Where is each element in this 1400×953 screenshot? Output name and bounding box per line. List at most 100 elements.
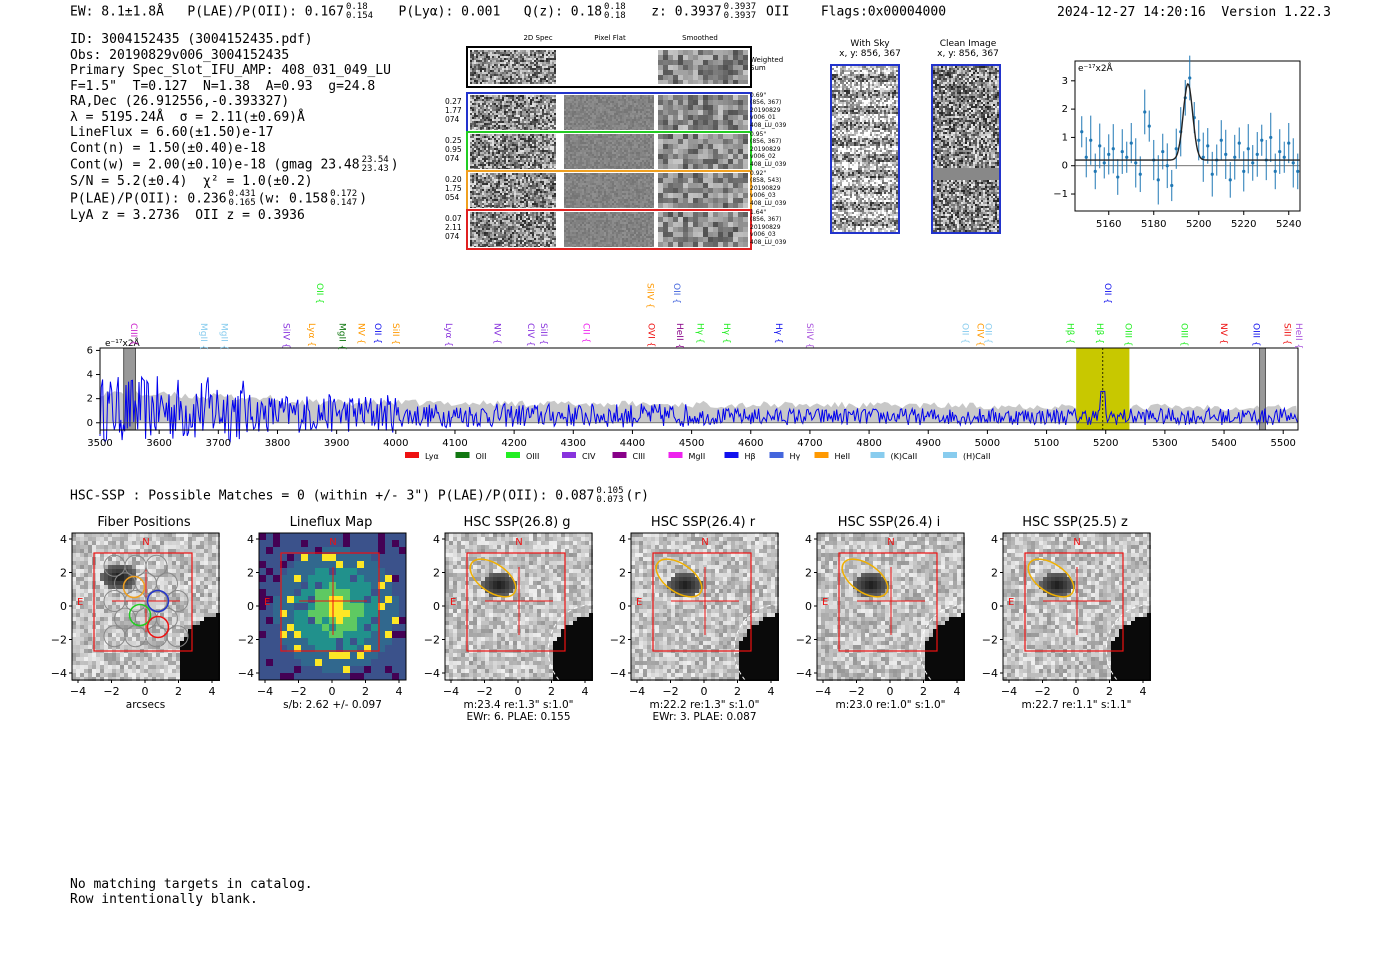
- image-pixel: [208, 605, 212, 609]
- image-pixel: [755, 569, 759, 573]
- image-pixel: [100, 557, 104, 561]
- spectrum-line-label: OII {: [671, 283, 681, 304]
- flux-pixel: [280, 533, 287, 540]
- image-pixel: [184, 621, 188, 625]
- image-pixel: [148, 553, 152, 557]
- image-pixel: [184, 629, 188, 633]
- image-pixel: [216, 677, 220, 681]
- image-pixel: [739, 645, 743, 649]
- flux-pixel: [315, 589, 322, 596]
- image-pixel: [739, 609, 743, 613]
- image-pixel: [711, 641, 715, 645]
- image-pixel: [104, 565, 108, 569]
- image-pixel: [76, 637, 80, 641]
- image-pixel: [469, 585, 473, 589]
- image-pixel: [687, 593, 691, 597]
- image-pixel: [695, 549, 699, 553]
- image-pixel: [453, 653, 457, 657]
- image-pixel: [679, 665, 683, 669]
- image-pixel: [731, 617, 735, 621]
- image-pixel: [204, 537, 208, 541]
- image-pixel: [212, 657, 216, 661]
- image-pixel: [723, 673, 727, 677]
- image-pixel: [739, 585, 743, 589]
- image-pixel: [771, 625, 775, 629]
- image-pixel: [759, 657, 763, 661]
- image-pixel: [581, 565, 585, 569]
- image-pixel: [771, 669, 775, 673]
- flux-pixel: [280, 554, 287, 561]
- image-pixel: [743, 609, 747, 613]
- image-pixel: [196, 533, 200, 537]
- image-pixel: [585, 581, 589, 585]
- image-pixel: [192, 537, 196, 541]
- image-pixel: [569, 565, 573, 569]
- image-pixel: [184, 573, 188, 577]
- image-pixel: [132, 661, 136, 665]
- image-pixel: [88, 649, 92, 653]
- image-pixel: [140, 633, 144, 637]
- image-pixel: [703, 561, 707, 565]
- image-pixel: [108, 637, 112, 641]
- flux-pixel: [350, 547, 357, 554]
- image-pixel: [529, 645, 533, 649]
- image-pixel: [112, 601, 116, 605]
- image-pixel: [667, 613, 671, 617]
- image-pixel: [509, 613, 513, 617]
- image-pixel: [553, 533, 557, 537]
- image-pixel: [208, 665, 212, 669]
- image-pixel: [771, 609, 775, 613]
- image-pixel: [172, 585, 176, 589]
- image-pixel: [635, 561, 639, 565]
- cutout-grid: 2D Spec Pixel Flat Smoothed Weighted Sum…: [440, 32, 1001, 257]
- flux-pixel: [343, 652, 350, 659]
- fiber-highlight: [146, 589, 170, 613]
- image-pixel: [168, 637, 172, 641]
- image-pixel: [581, 549, 585, 553]
- image-pixel: [557, 641, 561, 645]
- flux-pixel: [385, 624, 392, 631]
- image-pixel: [96, 593, 100, 597]
- fit-data-point: [1116, 175, 1120, 179]
- image-pixel: [469, 565, 473, 569]
- image-pixel: [172, 537, 176, 541]
- image-pixel: [581, 637, 585, 641]
- image-pixel: [525, 589, 529, 593]
- image-pixel: [501, 533, 505, 537]
- image-pixel: [695, 561, 699, 565]
- image-pixel: [561, 609, 565, 613]
- image-pixel: [577, 665, 581, 669]
- image-pixel: [168, 613, 172, 617]
- image-pixel: [96, 545, 100, 549]
- image-pixel: [639, 629, 643, 633]
- hsc-y-tick-label: −2: [238, 634, 254, 647]
- image-pixel: [132, 537, 136, 541]
- image-pixel: [635, 589, 639, 593]
- image-pixel: [687, 641, 691, 645]
- image-pixel: [639, 609, 643, 613]
- flux-pixel: [280, 631, 287, 638]
- image-pixel: [108, 581, 112, 585]
- image-pixel: [461, 597, 465, 601]
- flux-pixel: [364, 624, 371, 631]
- image-pixel: [449, 573, 453, 577]
- image-pixel: [453, 669, 457, 673]
- flux-pixel: [350, 561, 357, 568]
- flux-pixel: [287, 603, 294, 610]
- spectrum-line-label: Hγ {: [695, 323, 705, 344]
- image-pixel: [545, 609, 549, 613]
- image-pixel: [635, 677, 639, 681]
- spectrum-x-tick-label: 5100: [1034, 438, 1059, 449]
- image-pixel: [184, 613, 188, 617]
- image-pixel: [489, 617, 493, 621]
- flux-pixel: [294, 603, 301, 610]
- image-pixel: [208, 573, 212, 577]
- image-pixel: [565, 677, 569, 681]
- image-pixel: [124, 573, 128, 577]
- image-pixel: [216, 609, 220, 613]
- image-pixel: [541, 637, 545, 641]
- image-pixel: [715, 573, 719, 577]
- image-pixel: [585, 585, 589, 589]
- image-pixel: [216, 549, 220, 553]
- image-pixel: [687, 617, 691, 621]
